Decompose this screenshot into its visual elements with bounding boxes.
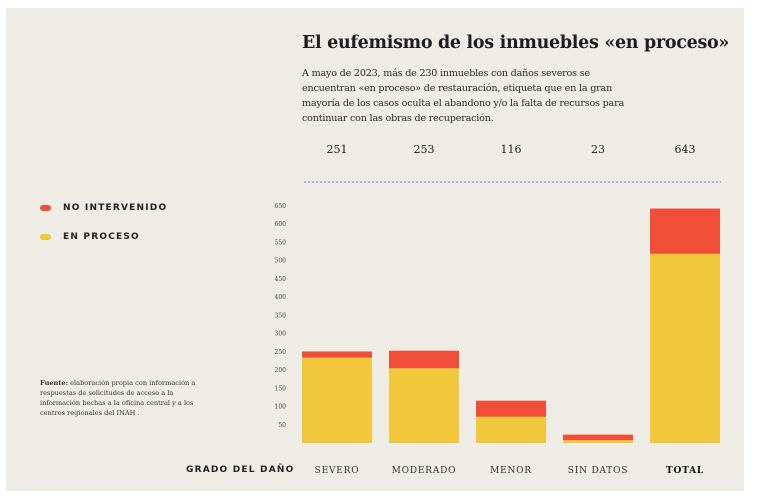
y-tick-label: 300 <box>275 331 287 338</box>
bar-en-proceso <box>476 416 546 443</box>
bar-no-intervenido <box>563 434 633 441</box>
y-tick-label: 150 <box>275 385 287 392</box>
bar-no-intervenido <box>302 351 372 358</box>
total-value-label: 251 <box>327 143 348 156</box>
legend-swatch-no-intervenido <box>40 205 51 211</box>
bar-no-intervenido <box>650 208 720 254</box>
y-tick-label: 250 <box>275 349 287 356</box>
x-category-label: TOTAL <box>666 466 704 476</box>
total-value-label: 253 <box>414 143 435 156</box>
legend-swatch-en-proceso <box>40 234 51 240</box>
x-category-label: SEVERO <box>315 466 360 476</box>
y-tick-label: 400 <box>275 294 287 301</box>
legend-item-en-proceso: EN PROCESO <box>40 232 140 242</box>
legend-label-no-intervenido: NO INTERVENIDO <box>63 203 168 213</box>
y-tick-label: 600 <box>275 221 287 228</box>
y-tick-label: 450 <box>275 276 287 283</box>
x-axis-title: GRADO DEL DAÑO <box>186 465 295 475</box>
source-label: Fuente: <box>40 379 69 387</box>
y-tick-label: 650 <box>275 203 287 210</box>
chart-subtitle: A mayo de 2023, más de 230 inmuebles con… <box>302 68 624 124</box>
source-text: elaboración propia con información a res… <box>40 379 196 417</box>
y-tick-label: 350 <box>275 312 287 319</box>
legend-item-no-intervenido: NO INTERVENIDO <box>40 203 167 213</box>
source-note: Fuente: elaboración propia con informaci… <box>40 378 205 418</box>
legend-label-en-proceso: EN PROCESO <box>63 232 140 242</box>
x-category-label: SIN DATOS <box>568 466 628 476</box>
bar-no-intervenido <box>389 350 459 369</box>
bar-en-proceso <box>389 368 459 443</box>
y-tick-label: 500 <box>275 258 287 265</box>
chart-title: El eufemismo de los inmuebles «en proces… <box>302 33 730 53</box>
y-tick-label: 200 <box>275 367 287 374</box>
bar-en-proceso <box>650 253 720 443</box>
bar-no-intervenido <box>476 400 546 417</box>
y-tick-label: 100 <box>275 404 287 411</box>
y-tick-label: 550 <box>275 239 287 246</box>
x-category-label: MENOR <box>490 466 532 476</box>
y-tick-label: 50 <box>278 422 286 429</box>
total-value-label: 23 <box>591 143 605 156</box>
total-value-label: 116 <box>501 143 522 156</box>
x-category-label: MODERADO <box>392 466 457 476</box>
bar-en-proceso <box>302 357 372 443</box>
bar-en-proceso <box>563 440 633 443</box>
chart-panel <box>6 8 744 491</box>
total-value-label: 643 <box>675 143 696 156</box>
